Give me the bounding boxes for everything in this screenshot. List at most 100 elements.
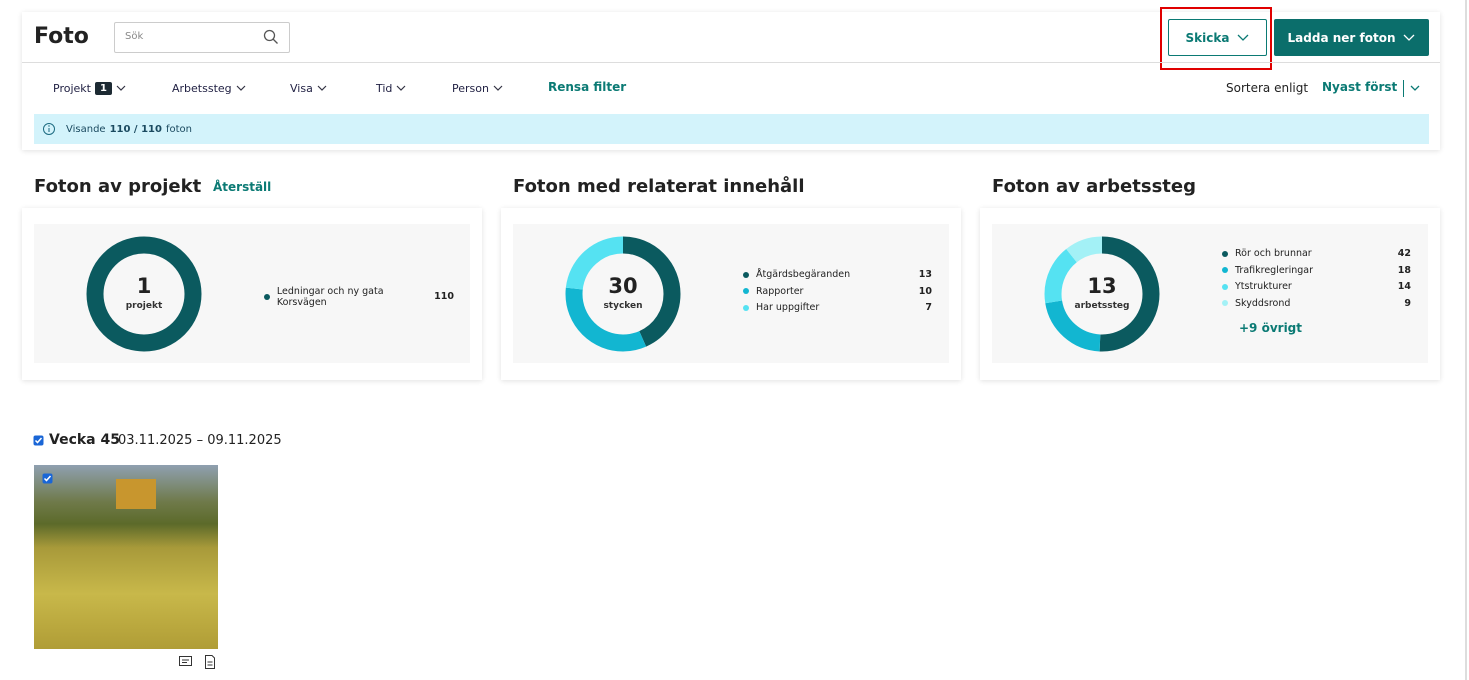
photo-house	[116, 479, 156, 509]
photo-icons	[179, 655, 215, 669]
week-dates: 03.11.2025 – 09.11.2025	[118, 433, 282, 448]
photo-checkbox[interactable]	[42, 473, 53, 484]
donut-segment	[565, 236, 681, 352]
week-label: Vecka 45	[49, 432, 120, 448]
donut-center-value: 1	[136, 274, 152, 298]
info-bar: Visande 110 / 110 foton	[34, 114, 1429, 144]
donut-segment	[565, 236, 681, 352]
donut	[565, 236, 681, 352]
chevron	[116, 85, 126, 91]
legend-label: Rör och brunnar	[1235, 248, 1312, 259]
legend-dot	[1222, 283, 1228, 290]
info-prefix: Visande	[66, 123, 106, 135]
legend-label: Ledningar och ny gata Korsvägen	[276, 285, 384, 308]
legend-dot	[1222, 250, 1228, 257]
chart-title: Foton av projekt	[34, 176, 202, 197]
sort-value[interactable]: Nyast först	[1322, 80, 1398, 94]
legend-dot	[743, 288, 749, 295]
legend-value: 42	[1397, 248, 1411, 259]
chevron-path	[396, 85, 406, 91]
donut-center-label: arbetssteg	[1074, 301, 1130, 311]
week-checkbox[interactable]	[33, 435, 44, 446]
chart-action[interactable]: Återställ	[213, 180, 272, 194]
legend-value: 13	[918, 269, 932, 281]
send-button[interactable]: Skicka	[1168, 19, 1267, 56]
sort-chevron[interactable]	[1410, 85, 1420, 92]
legend-item: Ledningar och ny gata Korsvägen 110	[264, 286, 454, 308]
chart-title: Foton med relaterat innehåll	[513, 176, 805, 197]
photo-thumbnail[interactable]	[34, 465, 218, 649]
legend-value: 110	[434, 291, 454, 303]
legend-dot	[264, 293, 270, 300]
donut-segment	[1044, 236, 1160, 352]
chevron	[317, 85, 327, 91]
legend-item: Trafikregleringar 18	[1222, 265, 1411, 276]
info-suffix: foton	[165, 123, 192, 135]
page-title: Foto	[34, 24, 89, 49]
filter-dropdown[interactable]: Projekt 1	[53, 80, 126, 96]
send-label: Skicka	[1185, 30, 1230, 45]
legend-dot	[1222, 300, 1228, 306]
download-button[interactable]: Ladda ner foton	[1274, 19, 1429, 56]
chevron-path	[493, 85, 503, 91]
filter-dropdown[interactable]: Person	[452, 80, 503, 96]
download-label: Ladda ner foton	[1287, 30, 1396, 45]
filter-label: Visa	[290, 81, 313, 95]
legend-item: Skyddsrond 9	[1222, 298, 1411, 309]
filter-label: Person	[452, 81, 489, 95]
filter-label: Projekt	[53, 81, 91, 95]
legend-item: Rör och brunnar 42	[1222, 248, 1411, 259]
filter-label: Tid	[376, 81, 393, 95]
chevron	[396, 85, 406, 91]
legend-more[interactable]: +9 övrigt	[1239, 321, 1303, 335]
legend-value: 9	[1404, 297, 1411, 309]
legend-value: 14	[1397, 281, 1411, 292]
info-count: 110 / 110	[109, 123, 162, 135]
filter-badge: 1	[94, 81, 112, 95]
donut-center-label: stycken	[603, 301, 643, 311]
scrollbar	[1465, 0, 1467, 680]
chart-panel	[992, 224, 1428, 363]
info-icon	[43, 123, 55, 135]
chevron	[1404, 34, 1415, 41]
legend-label: Ytstrukturer	[1235, 281, 1292, 292]
donut-center-label: projekt	[125, 301, 163, 311]
highlight-box	[1160, 7, 1272, 70]
chevron	[236, 85, 246, 91]
legend-item: Åtgärdsbegäranden 13	[743, 269, 932, 280]
legend-value: 10	[918, 285, 932, 297]
legend-label: Åtgärdsbegäranden	[756, 269, 851, 281]
legend-label: Har uppgifter	[756, 302, 820, 314]
sort-divider	[1403, 80, 1404, 97]
search-icon	[263, 29, 278, 44]
filter-dropdown[interactable]: Tid	[376, 80, 406, 96]
chevron-path	[317, 85, 327, 91]
chevron	[1238, 34, 1249, 41]
donut-segment	[86, 236, 202, 352]
search-box[interactable]: Sök	[114, 22, 290, 53]
legend-value: 18	[1397, 264, 1411, 276]
donut	[86, 236, 202, 352]
chart-title: Foton av arbetssteg	[992, 176, 1196, 197]
legend-item: Har uppgifter 7	[743, 302, 932, 313]
chevron-path	[116, 85, 126, 91]
legend-label: Skyddsrond	[1235, 297, 1291, 309]
search-placeholder: Sök	[125, 31, 144, 42]
donut-segment	[1044, 236, 1160, 352]
donut-center-value: 13	[1087, 274, 1117, 298]
donut	[1044, 236, 1160, 352]
chart-panel	[34, 224, 470, 363]
filter-dropdown[interactable]: Visa	[290, 80, 327, 96]
filter-label: Arbetssteg	[172, 81, 232, 95]
divider	[22, 62, 1440, 63]
chevron-path	[236, 85, 246, 91]
filter-dropdown[interactable]: Arbetssteg	[172, 80, 246, 96]
legend-value: 7	[925, 302, 932, 314]
legend-dot	[743, 271, 749, 278]
legend-dot	[1222, 267, 1228, 273]
clear-filter[interactable]: Rensa filter	[548, 80, 627, 94]
legend-item: Rapporter 10	[743, 286, 932, 297]
legend-label: Trafikregleringar	[1235, 264, 1313, 276]
legend-label: Rapporter	[756, 285, 804, 297]
